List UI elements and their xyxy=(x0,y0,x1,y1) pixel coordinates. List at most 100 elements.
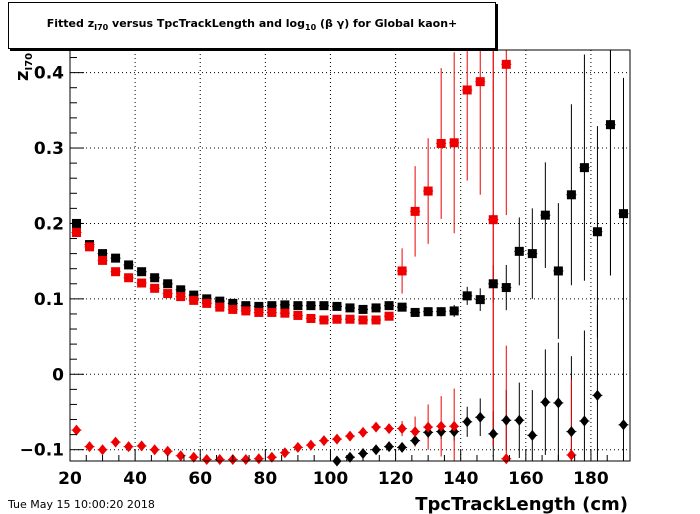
y-tick-label: 0.1 xyxy=(34,290,64,310)
square-marker xyxy=(293,301,303,311)
square-marker xyxy=(436,307,446,317)
diamond-marker xyxy=(345,451,355,463)
x-tick-label: 180 xyxy=(573,469,609,489)
x-tick-label: 20 xyxy=(58,469,82,489)
square-marker xyxy=(176,285,186,295)
diamond-marker xyxy=(566,426,576,438)
square-marker xyxy=(462,291,472,301)
diamond-marker xyxy=(410,435,420,447)
square-marker xyxy=(98,255,108,265)
square-marker xyxy=(410,307,420,317)
square-marker xyxy=(85,242,95,252)
square-marker xyxy=(306,301,316,311)
y-tick-label: −0.1 xyxy=(20,441,64,461)
square-marker xyxy=(618,209,628,219)
title-box: Fitted zI70 versus TpcTrackLength and lo… xyxy=(8,2,496,49)
diamond-marker xyxy=(358,426,368,438)
square-marker xyxy=(254,307,264,317)
square-marker xyxy=(111,253,121,263)
square-marker xyxy=(189,290,199,300)
square-marker xyxy=(345,314,355,324)
square-marker xyxy=(332,301,342,311)
axis-ticks: 20 40 60 80 100 120 140 160 180 −0.1 0 0.1 0.2 0.3 0.4 xyxy=(20,57,624,489)
diamond-marker xyxy=(241,453,251,465)
diamond-marker xyxy=(72,424,82,436)
diamond-marker xyxy=(449,420,459,432)
square-marker xyxy=(163,289,173,299)
square-marker xyxy=(566,190,576,200)
x-axis-title: TpcTrackLength (cm) xyxy=(415,494,628,514)
diamond-marker xyxy=(592,389,602,401)
square-marker xyxy=(202,298,212,308)
diamond-marker xyxy=(527,429,537,441)
diamond-marker xyxy=(254,453,264,465)
diamond-marker xyxy=(566,449,576,461)
square-marker xyxy=(111,267,121,277)
diamond-marker xyxy=(358,447,368,459)
square-marker xyxy=(410,206,420,216)
diamond-marker xyxy=(98,444,108,456)
title-mid: versus TpcTrackLength and log xyxy=(108,17,305,30)
square-marker xyxy=(241,306,251,316)
square-marker xyxy=(592,227,602,237)
square-marker xyxy=(163,279,173,289)
square-marker xyxy=(358,304,368,314)
y-tick-label: 0.2 xyxy=(34,214,64,234)
square-marker xyxy=(540,210,550,220)
chart-title: Fitted zI70 versus TpcTrackLength and lo… xyxy=(9,17,495,32)
square-marker xyxy=(202,294,212,304)
square-marker xyxy=(228,298,238,308)
diamond-marker xyxy=(462,416,472,428)
square-marker xyxy=(137,267,147,277)
diamond-marker xyxy=(410,426,420,438)
x-tick-label: 40 xyxy=(123,469,147,489)
square-marker xyxy=(176,292,186,302)
square-marker xyxy=(579,163,589,173)
diamond-marker xyxy=(332,433,342,445)
x-tick-label: 140 xyxy=(443,469,479,489)
square-marker xyxy=(501,283,511,293)
square-marker xyxy=(72,227,82,237)
x-tick-label: 120 xyxy=(378,469,414,489)
plot-frame xyxy=(69,49,631,462)
x-tick-label: 80 xyxy=(254,469,278,489)
square-marker xyxy=(150,283,160,293)
square-marker xyxy=(280,308,290,318)
square-marker xyxy=(306,313,316,323)
diamond-marker xyxy=(475,411,485,423)
diamond-marker xyxy=(267,451,277,463)
square-marker xyxy=(358,315,368,325)
diamond-marker xyxy=(423,421,433,433)
square-marker xyxy=(436,139,446,149)
y-axis-title: zI70 xyxy=(12,53,35,81)
square-marker xyxy=(371,315,381,325)
square-marker xyxy=(124,273,134,283)
data-markers xyxy=(72,59,628,467)
diamond-marker xyxy=(540,396,550,408)
diamond-marker xyxy=(150,444,160,456)
square-marker xyxy=(267,307,277,317)
diamond-marker xyxy=(202,453,212,465)
square-marker xyxy=(397,266,407,276)
x-tick-label: 60 xyxy=(188,469,212,489)
diamond-marker xyxy=(371,421,381,433)
y-tick-label: 0 xyxy=(52,365,64,385)
y-axis-title-main: z xyxy=(12,71,33,81)
square-marker xyxy=(293,310,303,320)
square-marker xyxy=(189,295,199,305)
diamond-marker xyxy=(553,397,563,409)
square-marker xyxy=(475,77,485,87)
y-tick-label: 0.3 xyxy=(34,139,64,159)
diamond-marker xyxy=(189,451,199,463)
diamond-marker xyxy=(397,441,407,453)
diamond-marker xyxy=(345,430,355,442)
diamond-marker xyxy=(384,423,394,435)
diamond-marker xyxy=(163,445,173,457)
diamond-marker xyxy=(514,414,524,426)
square-marker xyxy=(228,304,238,314)
x-tick-label: 100 xyxy=(313,469,349,489)
title-sub1: I70 xyxy=(94,23,109,33)
square-marker xyxy=(98,249,108,259)
square-marker xyxy=(501,59,511,69)
